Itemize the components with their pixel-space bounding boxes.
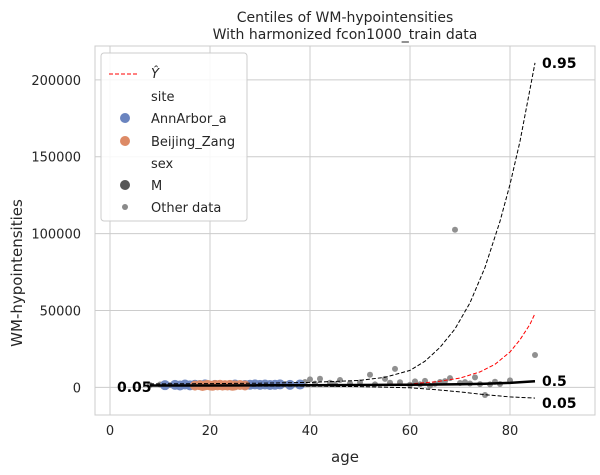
legend-annarbor-marker bbox=[120, 113, 130, 123]
y-tick-label: 200000 bbox=[31, 74, 81, 89]
chart-subtitle: With harmonized fcon1000_train data bbox=[213, 27, 478, 43]
x-tick-labels: 0 20 40 60 80 bbox=[106, 424, 518, 439]
other-data-point bbox=[447, 375, 453, 382]
other-data-point bbox=[472, 374, 478, 381]
other-data-point bbox=[392, 365, 398, 372]
x-axis-label: age bbox=[331, 448, 359, 466]
legend-site-title: site bbox=[151, 90, 174, 105]
centile-label-05: 0.5 bbox=[542, 374, 567, 390]
legend-male-marker bbox=[120, 180, 130, 190]
centile-label-005: 0.05 bbox=[542, 396, 577, 412]
other-data-point bbox=[367, 371, 373, 378]
legend: Ŷ site AnnArbor_a Beijing_Zang sex M Oth… bbox=[100, 52, 248, 222]
plot-frame bbox=[94, 45, 596, 416]
legend-box bbox=[100, 52, 248, 222]
legend-beijing-label: Beijing_Zang bbox=[151, 135, 235, 150]
other-data-point bbox=[412, 378, 418, 385]
centile-label-left: 0.05 bbox=[117, 380, 152, 396]
y-tick-labels: 0 50000 100000 150000 200000 bbox=[31, 74, 81, 397]
centile-line-0.05 bbox=[150, 385, 536, 399]
other-data-point bbox=[337, 376, 343, 383]
other-data-point bbox=[317, 375, 323, 382]
centile-lines bbox=[149, 62, 536, 399]
y-tick-label: 50000 bbox=[40, 304, 81, 319]
centile-line-0.5 bbox=[150, 379, 536, 387]
legend-male-label: M bbox=[151, 179, 162, 194]
legend-other-marker bbox=[122, 204, 128, 210]
x-tick-label: 60 bbox=[402, 424, 419, 439]
x-tick-label: 20 bbox=[202, 424, 219, 439]
legend-annarbor-label: AnnArbor_a bbox=[151, 112, 227, 127]
legend-sex-title: sex bbox=[151, 157, 174, 172]
legend-yhat-label: Ŷ bbox=[151, 66, 160, 82]
centile-label-095: 0.95 bbox=[542, 56, 577, 72]
legend-beijing-marker bbox=[120, 136, 130, 146]
x-tick-label: 40 bbox=[302, 424, 319, 439]
other-data-point bbox=[482, 392, 488, 399]
x-tick-label: 0 bbox=[106, 424, 114, 439]
y-tick-label: 0 bbox=[73, 381, 81, 396]
other-data-point bbox=[452, 226, 458, 233]
legend-other-label: Other data bbox=[151, 201, 221, 216]
y-axis-label: WM-hypointensities bbox=[8, 199, 26, 347]
other-data-point bbox=[307, 376, 313, 383]
x-tick-label: 80 bbox=[502, 424, 519, 439]
y-tick-label: 100000 bbox=[31, 228, 81, 243]
y-tick-label: 150000 bbox=[31, 151, 81, 166]
other-data-point bbox=[532, 352, 538, 359]
chart-title: Centiles of WM-hypointensities bbox=[237, 10, 454, 26]
centile-line-0.95 bbox=[149, 62, 536, 385]
